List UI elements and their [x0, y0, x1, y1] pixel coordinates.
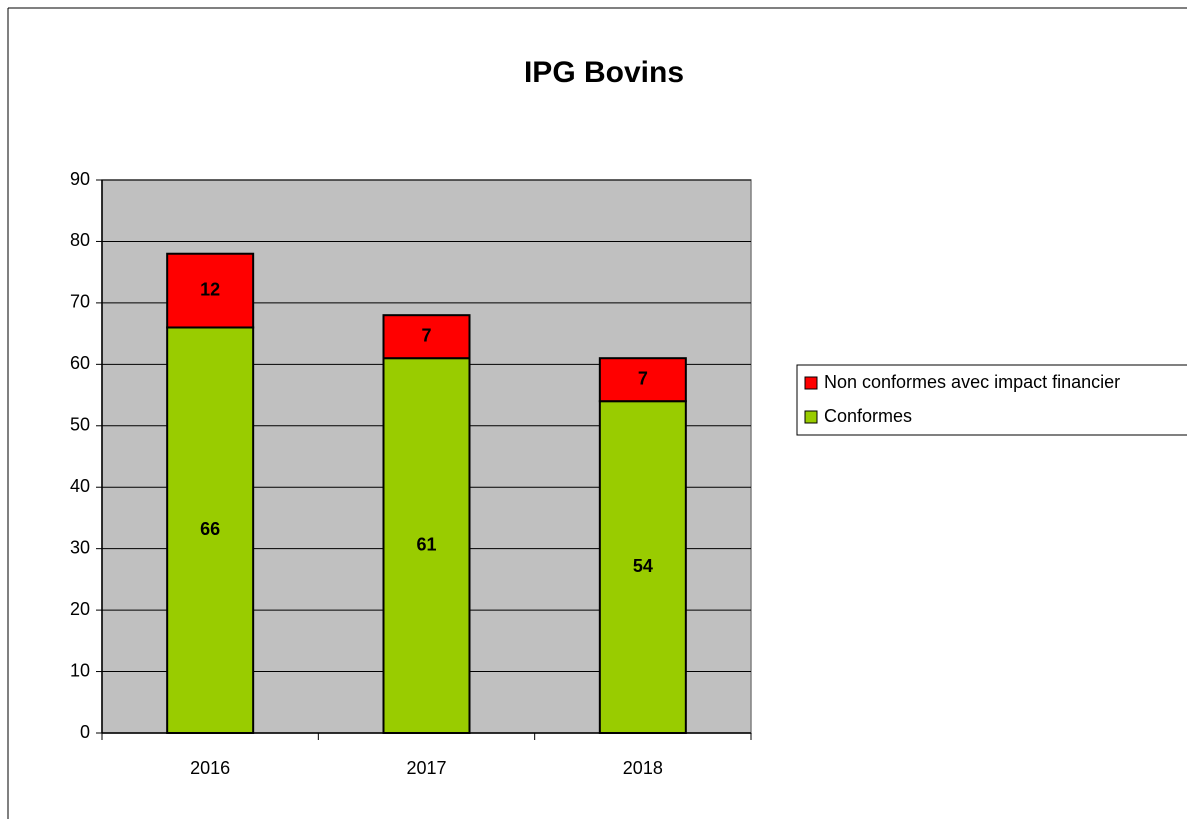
legend-swatch [804, 376, 818, 390]
bar-segment [598, 400, 687, 734]
legend-swatch [804, 410, 818, 424]
data-label: 54 [633, 556, 653, 576]
data-label: 66 [200, 519, 220, 539]
data-label: 12 [200, 279, 220, 299]
data-label: 7 [638, 368, 648, 388]
x-tick-label: 2017 [406, 758, 446, 778]
y-tick-label: 60 [70, 353, 90, 373]
y-tick-label: 10 [70, 660, 90, 680]
y-tick-label: 50 [70, 415, 90, 435]
y-tick-label: 20 [70, 599, 90, 619]
bar-segment [166, 326, 255, 734]
y-tick-label: 30 [70, 537, 90, 557]
x-tick-label: 2018 [623, 758, 663, 778]
bar-segment [166, 252, 255, 329]
x-tick-label: 2016 [190, 758, 230, 778]
legend-label: Non conformes avec impact financier [824, 372, 1120, 392]
bar-segment [382, 314, 471, 360]
data-label: 61 [416, 534, 436, 554]
chart-title: IPG Bovins [524, 56, 684, 89]
y-tick-label: 90 [70, 169, 90, 189]
y-tick-label: 0 [80, 722, 90, 742]
bar-segment [598, 357, 687, 403]
y-tick-label: 70 [70, 292, 90, 312]
legend-box [796, 364, 1187, 436]
y-tick-label: 80 [70, 230, 90, 250]
y-tick-label: 40 [70, 476, 90, 496]
data-label: 7 [421, 325, 431, 345]
legend-label: Conformes [824, 406, 912, 426]
